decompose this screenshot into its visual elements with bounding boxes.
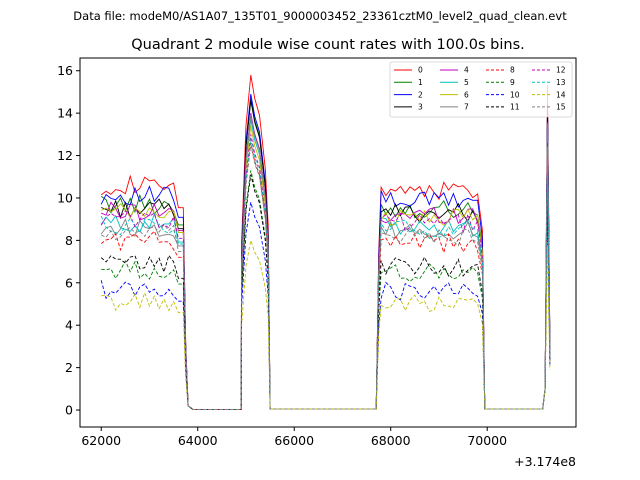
y-tick-label-7: 14 bbox=[57, 106, 73, 121]
plot-lines bbox=[100, 74, 551, 410]
legend-label-12: 12 bbox=[556, 66, 566, 75]
y-tick-label-0: 0 bbox=[65, 403, 73, 418]
legend-label-14: 14 bbox=[556, 90, 566, 99]
legend-label-5: 5 bbox=[464, 78, 469, 87]
legend-label-0: 0 bbox=[418, 66, 423, 75]
x-offset-label: +3.174e8 bbox=[514, 454, 576, 469]
y-tick-label-4: 8 bbox=[65, 233, 73, 248]
legend-label-1: 1 bbox=[418, 78, 423, 87]
x-tick-label-4: 70000 bbox=[467, 433, 507, 448]
legend-label-13: 13 bbox=[556, 78, 566, 87]
series-line-14 bbox=[101, 240, 551, 410]
x-tick-label-0: 62000 bbox=[81, 433, 121, 448]
series-line-13 bbox=[100, 138, 551, 410]
legend-label-3: 3 bbox=[418, 103, 423, 112]
legend-label-15: 15 bbox=[556, 103, 566, 112]
y-tick-label-6: 12 bbox=[57, 148, 73, 163]
legend-label-11: 11 bbox=[510, 103, 520, 112]
y-tick-label-3: 6 bbox=[65, 275, 73, 290]
suptitle: Data file: modeM0/AS1A07_135T01_90000034… bbox=[73, 9, 567, 23]
series-line-15 bbox=[101, 144, 551, 410]
legend-label-10: 10 bbox=[510, 90, 520, 99]
legend-label-2: 2 bbox=[418, 90, 423, 99]
x-tick-label-1: 64000 bbox=[178, 433, 218, 448]
chart-title: Quadrant 2 module wise count rates with … bbox=[131, 37, 525, 53]
legend-label-9: 9 bbox=[510, 78, 515, 87]
legend-label-6: 6 bbox=[464, 90, 469, 99]
x-tick-label-3: 68000 bbox=[371, 433, 411, 448]
plot-frame bbox=[79, 57, 577, 428]
legend-label-7: 7 bbox=[464, 103, 469, 112]
y-tick-label-1: 2 bbox=[65, 360, 73, 375]
legend-label-4: 4 bbox=[464, 66, 469, 75]
y-tick-label-8: 16 bbox=[57, 63, 73, 78]
y-axis: 0 2 4 6 8 10 12 14 16 bbox=[57, 63, 80, 418]
legend-label-8: 8 bbox=[510, 66, 515, 75]
legend-box bbox=[389, 61, 573, 118]
x-tick-label-2: 66000 bbox=[274, 433, 314, 448]
x-axis: 62000 64000 66000 68000 70000 bbox=[81, 427, 507, 448]
y-tick-label-5: 10 bbox=[57, 190, 73, 205]
y-tick-label-2: 4 bbox=[65, 318, 73, 333]
